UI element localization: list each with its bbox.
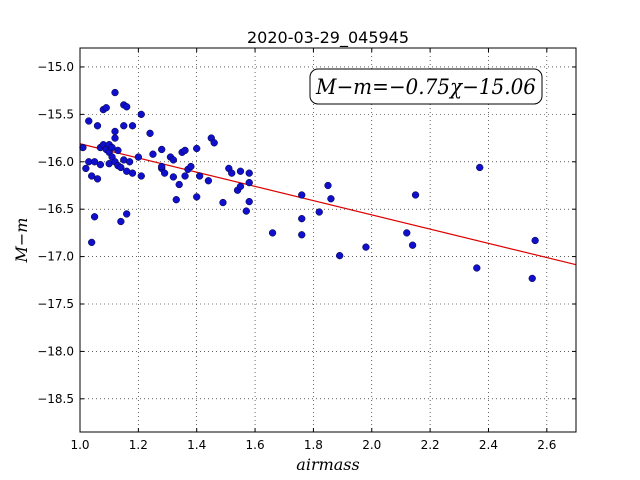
data-point	[473, 264, 481, 272]
data-point	[90, 158, 99, 166]
x-tick-label: 1.0	[70, 438, 89, 452]
data-point	[93, 122, 102, 130]
data-point	[268, 229, 277, 237]
data-point	[408, 241, 417, 249]
data-point	[531, 236, 539, 245]
data-point	[88, 172, 96, 180]
x-tick-label: 1.4	[187, 438, 206, 452]
data-point	[123, 210, 131, 218]
plot-frame	[79, 47, 577, 433]
data-point	[336, 251, 344, 260]
data-point	[298, 215, 306, 223]
data-point	[82, 164, 90, 173]
data-point	[181, 172, 189, 180]
data-point	[111, 127, 119, 136]
data-point	[236, 182, 245, 191]
data-point	[228, 169, 236, 177]
data-point	[210, 139, 218, 147]
annotation-box	[309, 68, 543, 105]
data-point	[315, 208, 323, 216]
data-point	[88, 238, 96, 247]
data-point	[324, 181, 332, 190]
x-tick-label: 2.2	[421, 438, 440, 452]
y-axis-label: M−m	[12, 218, 31, 264]
data-point	[93, 175, 102, 183]
data-point	[245, 169, 253, 177]
data-point	[327, 195, 335, 203]
data-point	[169, 156, 178, 164]
y-tick-label: −17.0	[37, 250, 74, 264]
data-point	[111, 134, 119, 142]
data-point	[111, 88, 119, 97]
data-point	[187, 162, 195, 171]
data-point	[146, 129, 154, 137]
data-point	[114, 146, 122, 155]
data-point	[204, 177, 213, 185]
data-point	[181, 146, 189, 155]
y-tick-label: −16.5	[37, 202, 74, 216]
x-tick-label: 2.0	[362, 438, 381, 452]
fit-annotation: M−m=−0.75χ−15.06	[309, 68, 543, 105]
y-tick-label: −15.0	[37, 60, 74, 74]
x-tick-label: 1.8	[304, 438, 323, 452]
data-point	[149, 150, 157, 158]
data-point	[108, 143, 116, 152]
data-point	[79, 143, 87, 152]
data-points	[79, 88, 539, 283]
data-point	[169, 173, 178, 181]
data-point	[128, 169, 137, 177]
annotation-text: M−m=−0.75χ−15.06	[315, 75, 536, 99]
data-point	[134, 153, 143, 161]
data-point	[120, 122, 128, 130]
data-point	[137, 110, 145, 119]
x-axis-label: airmass	[296, 455, 359, 474]
y-tick-label: −17.5	[37, 297, 74, 311]
chart-title: 2020-03-29_045945	[247, 28, 409, 48]
data-point	[172, 196, 180, 204]
grid	[79, 48, 576, 432]
data-point	[85, 117, 93, 125]
data-point	[298, 231, 306, 239]
data-point	[195, 172, 204, 180]
data-point	[102, 104, 110, 112]
data-point	[476, 163, 484, 172]
data-point	[160, 169, 169, 177]
y-tick-label: −16.0	[37, 155, 74, 169]
y-tick-label: −18.0	[37, 344, 74, 358]
data-point	[298, 191, 306, 199]
data-point	[411, 191, 420, 199]
y-tick-label: −15.5	[37, 107, 74, 121]
x-tick-label: 1.6	[246, 438, 265, 452]
data-point	[117, 163, 125, 172]
data-point	[123, 103, 131, 111]
ticks: 1.0 1.2 1.4 1.6 1.8 2.0 2.2 2.4 2.6 −15.0 −15.5 −16…	[37, 48, 576, 452]
data-point	[137, 172, 145, 180]
data-point	[193, 144, 201, 153]
y-tick-label: −18.5	[37, 392, 74, 406]
data-point	[125, 158, 134, 166]
data-point	[362, 243, 370, 251]
data-point	[242, 207, 250, 215]
data-point	[528, 274, 536, 283]
data-point	[245, 178, 253, 187]
x-tick-label: 1.2	[129, 438, 148, 452]
data-point	[90, 213, 99, 221]
data-point	[128, 122, 137, 130]
data-point	[236, 167, 245, 175]
data-point	[193, 193, 201, 201]
data-point	[219, 198, 227, 207]
data-point	[158, 162, 166, 171]
data-point	[117, 217, 125, 226]
data-point	[158, 145, 166, 154]
data-point	[175, 180, 183, 189]
data-point	[403, 229, 411, 237]
x-tick-label: 2.4	[479, 438, 498, 452]
data-point	[245, 197, 253, 206]
x-tick-label: 2.6	[537, 438, 556, 452]
data-point	[96, 160, 105, 169]
